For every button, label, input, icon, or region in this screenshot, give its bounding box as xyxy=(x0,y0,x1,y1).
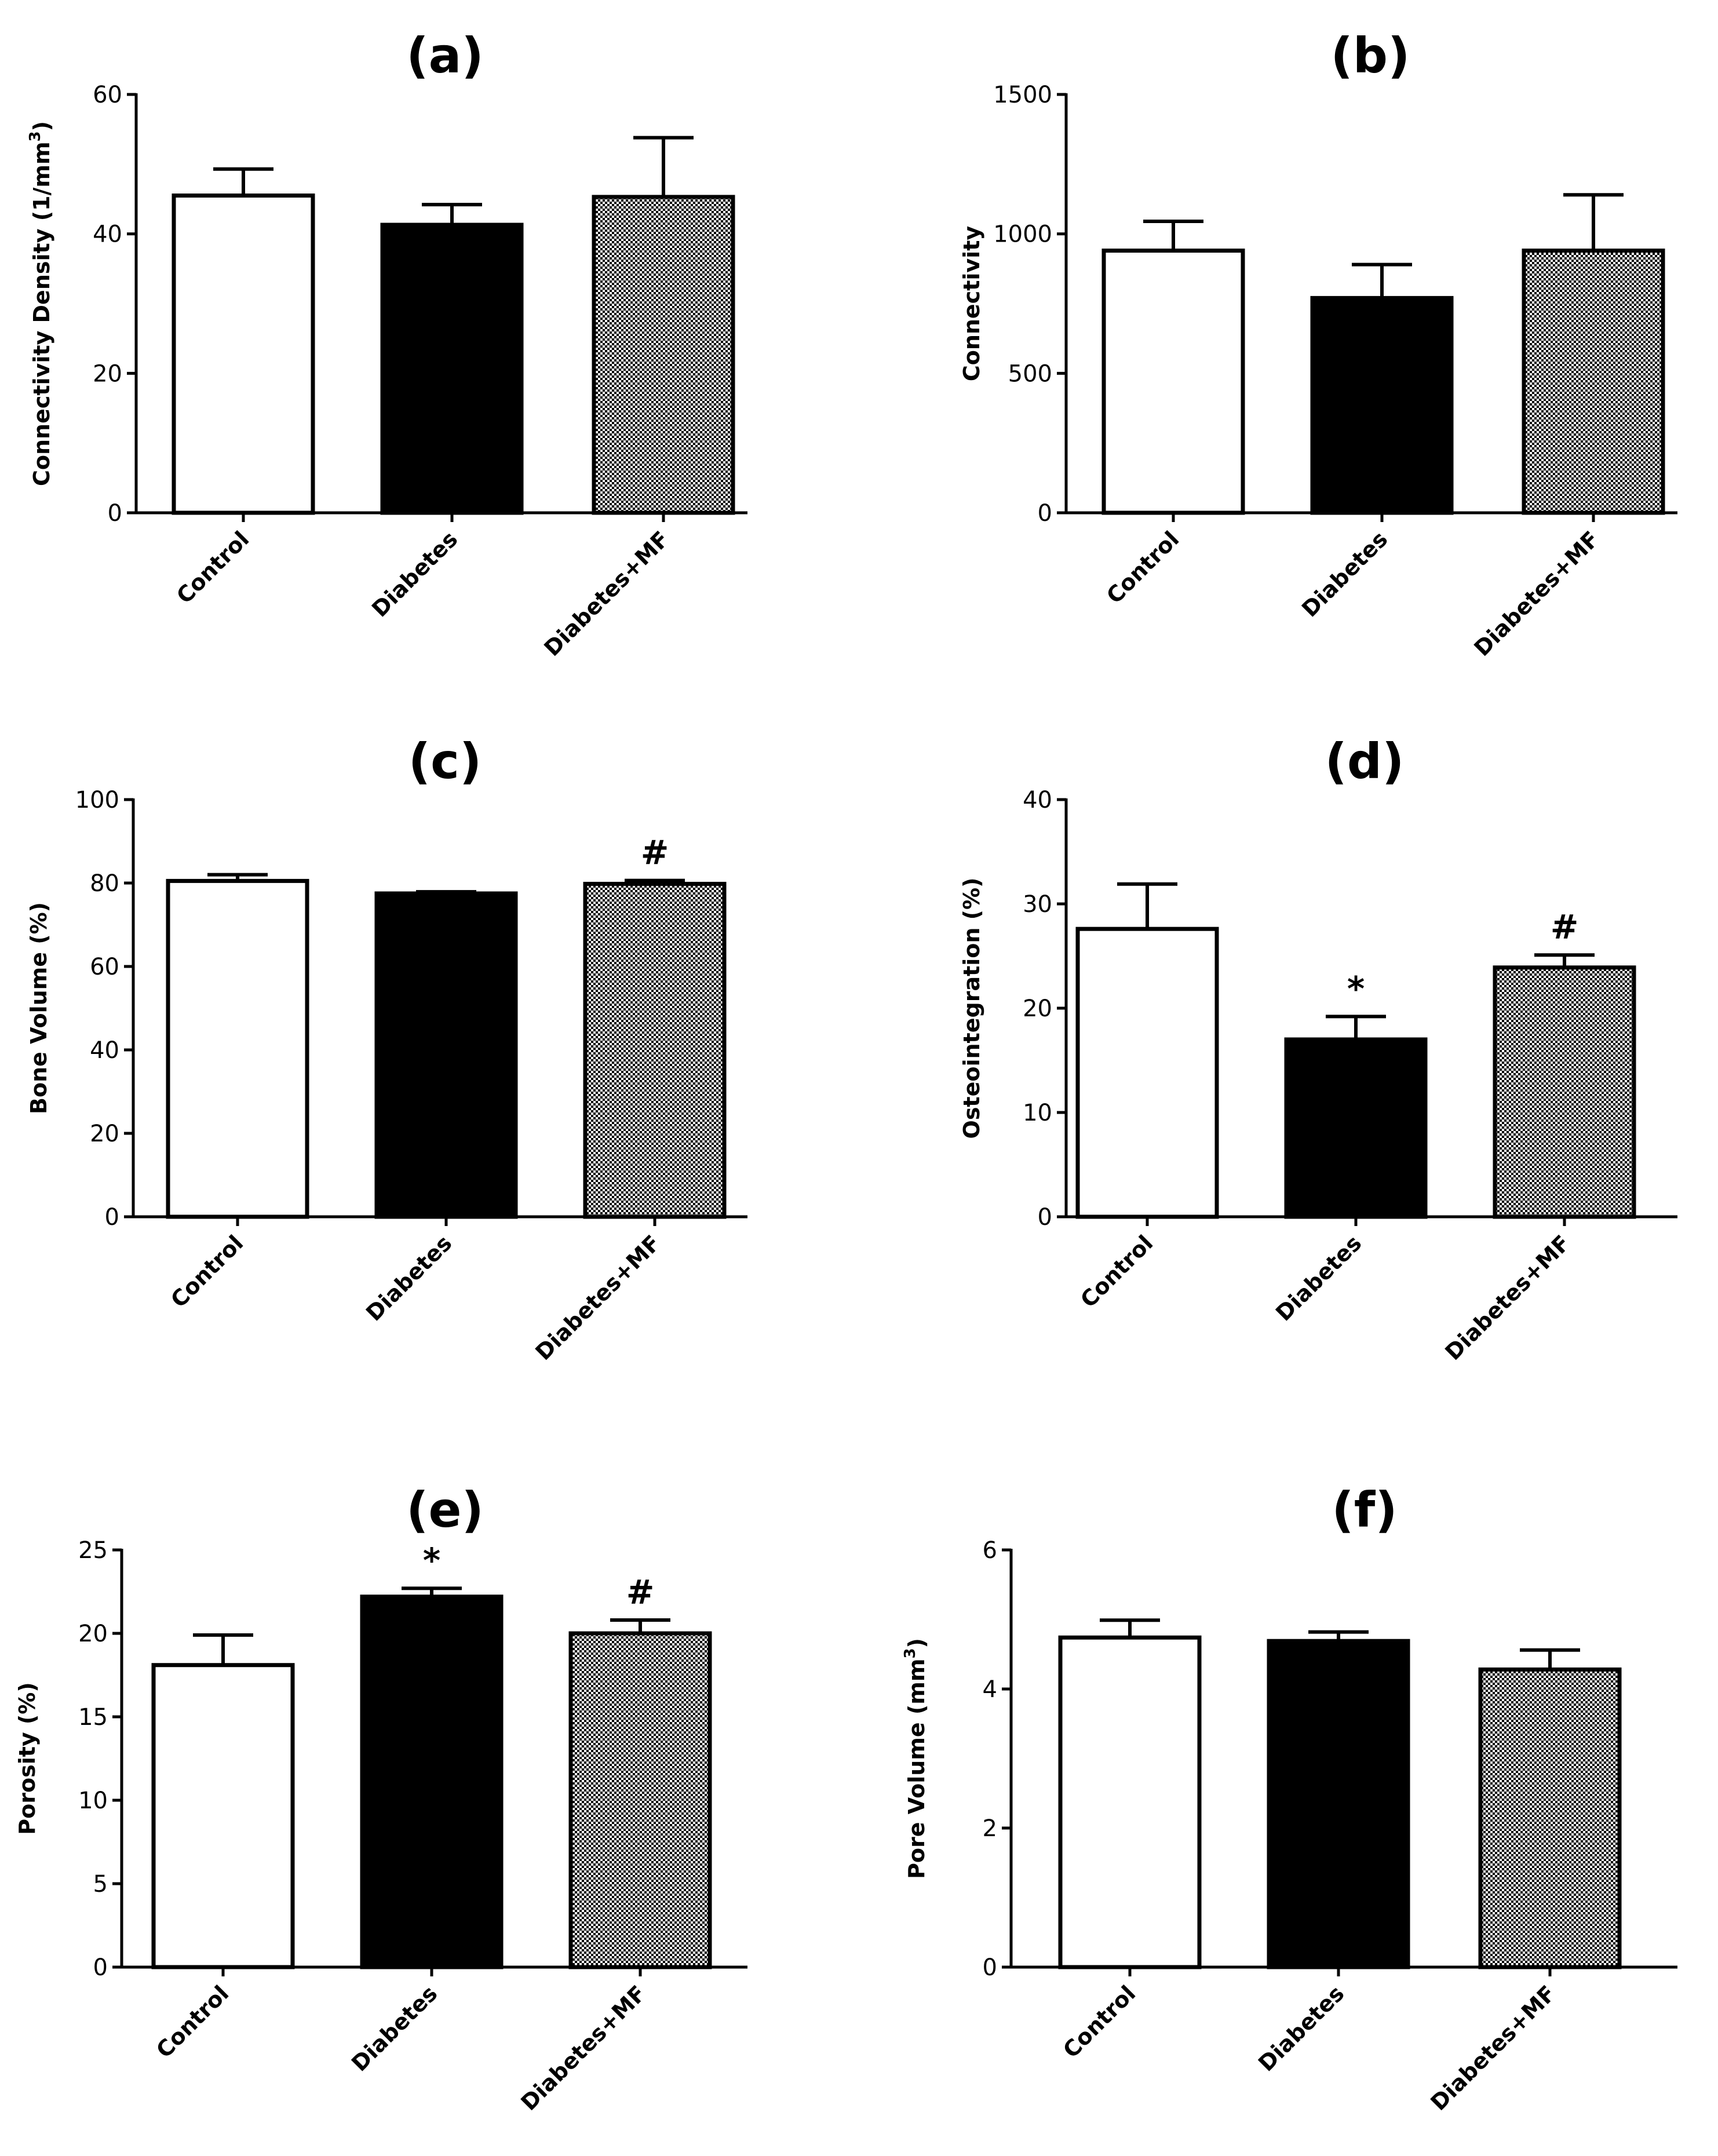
chart-title: (e) xyxy=(406,1482,484,1538)
y-tick-label: 0 xyxy=(983,1954,997,1981)
y-tick-label: 0 xyxy=(1038,1204,1052,1231)
x-category-label: Diabetes xyxy=(1271,1230,1366,1326)
x-category-label: Control xyxy=(1075,1230,1158,1312)
y-tick-label: 6 xyxy=(983,1537,997,1564)
chart-title: (b) xyxy=(1331,27,1410,84)
y-tick-label: 20 xyxy=(93,360,122,387)
y-tick-label: 30 xyxy=(1023,891,1052,918)
y-tick-label: 15 xyxy=(78,1704,108,1731)
chart-panel-b: (b) 0 500 1000 1500 Connectivity Control Diabet… xyxy=(959,27,1677,661)
bar-control xyxy=(1075,926,1219,1219)
x-category-label: Control xyxy=(166,1230,248,1312)
chart-panel-c: (c) 0 20 40 60 80 100 Bone Volume (%) Control Dia… xyxy=(26,733,747,1365)
bar-control xyxy=(172,193,315,515)
y-tick-label: 0 xyxy=(105,1204,119,1231)
bar-diabetes-mf xyxy=(1522,249,1665,515)
y-tick-label: 1500 xyxy=(993,82,1052,108)
significance-mark: # xyxy=(641,833,669,873)
bar-diabetes-mf xyxy=(1493,965,1636,1219)
x-category-label: Control xyxy=(172,526,254,608)
y-tick-label: 500 xyxy=(1008,360,1052,387)
y-axis-label: Pore Volume (mm3) xyxy=(902,1638,929,1879)
significance-mark: * xyxy=(1347,969,1365,1008)
y-tick-label: 25 xyxy=(78,1537,108,1564)
x-category-label: Diabetes xyxy=(1253,1980,1349,2076)
bar-diabetes-mf xyxy=(1478,1667,1622,1969)
bar-diabetes xyxy=(360,1595,504,1969)
y-tick-label: 20 xyxy=(90,1121,119,1147)
chart-panel-d: (d) 0 10 20 30 40 Osteointegration (%) Control *… xyxy=(959,733,1677,1365)
y-axis-label: Connectivity Density (1/mm3) xyxy=(27,121,54,486)
x-category-label: Diabetes+MF xyxy=(1440,1230,1575,1365)
y-tick-label: 40 xyxy=(93,221,122,248)
x-category-label: Control xyxy=(151,1980,234,2063)
x-category-label: Diabetes xyxy=(346,1980,442,2076)
y-tick-label: 60 xyxy=(90,954,119,980)
y-tick-label: 60 xyxy=(93,82,122,108)
bar-control xyxy=(1101,249,1245,515)
bar-diabetes-mf xyxy=(592,195,735,515)
y-tick-label: 20 xyxy=(78,1621,108,1647)
x-category-label: Diabetes+MF xyxy=(1469,526,1604,661)
x-category-label: Diabetes+MF xyxy=(516,1980,651,2115)
chart-title: (f) xyxy=(1332,1482,1397,1538)
bar-diabetes xyxy=(1284,1037,1428,1219)
bar-diabetes-mf xyxy=(583,881,727,1219)
y-tick-label: 20 xyxy=(1023,995,1052,1022)
y-tick-label: 100 xyxy=(75,787,119,813)
chart-panel-e: (e) 0 5 10 15 20 25 Porosity (%) Control * Diabete… xyxy=(14,1482,747,2115)
y-tick-label: 10 xyxy=(78,1787,108,1814)
y-tick-label: 80 xyxy=(90,870,119,897)
bar-diabetes-mf xyxy=(568,1631,712,1969)
y-axis-label: Osteointegration (%) xyxy=(959,878,984,1139)
bar-diabetes xyxy=(380,222,524,515)
bar-diabetes xyxy=(374,891,518,1219)
significance-mark: # xyxy=(1551,907,1579,947)
y-tick-label: 10 xyxy=(1023,1100,1052,1126)
y-tick-label: 0 xyxy=(93,1954,108,1981)
x-category-label: Control xyxy=(1101,526,1184,608)
bar-diabetes xyxy=(1310,296,1454,515)
y-tick-label: 2 xyxy=(983,1815,997,1842)
y-tick-label: 5 xyxy=(93,1871,108,1898)
chart-title: (d) xyxy=(1325,733,1405,790)
y-tick-label: 0 xyxy=(108,500,122,527)
chart-panel-a: (a) 0 20 40 60 Connectivity Density (1/mm3) Co… xyxy=(27,27,747,661)
bar-control xyxy=(151,1663,295,1969)
x-category-label: Diabetes xyxy=(367,526,462,622)
chart-title: (a) xyxy=(406,27,483,84)
y-tick-label: 1000 xyxy=(993,221,1052,248)
x-category-label: Diabetes xyxy=(1297,526,1392,622)
x-category-label: Diabetes+MF xyxy=(539,526,674,661)
bar-control xyxy=(166,878,309,1219)
y-tick-label: 0 xyxy=(1038,500,1052,527)
significance-mark: # xyxy=(626,1573,655,1612)
x-category-label: Diabetes+MF xyxy=(530,1230,665,1365)
chart-panel-f: (f) 0 2 4 6 Pore Volume (mm3) Control Diabetes D… xyxy=(902,1482,1677,2115)
x-category-label: Diabetes xyxy=(361,1230,457,1326)
bar-control xyxy=(1058,1635,1202,1969)
significance-mark: * xyxy=(423,1541,440,1580)
y-axis-label: Bone Volume (%) xyxy=(26,902,52,1114)
x-category-label: Control xyxy=(1058,1980,1140,2063)
y-tick-label: 40 xyxy=(1023,787,1052,813)
y-tick-label: 40 xyxy=(90,1037,119,1064)
y-axis-label: Connectivity xyxy=(959,226,984,382)
chart-title: (c) xyxy=(408,733,482,790)
bar-diabetes xyxy=(1267,1639,1410,1969)
y-axis-label: Porosity (%) xyxy=(14,1682,40,1834)
x-category-label: Diabetes+MF xyxy=(1425,1980,1560,2115)
y-tick-label: 4 xyxy=(983,1676,997,1703)
